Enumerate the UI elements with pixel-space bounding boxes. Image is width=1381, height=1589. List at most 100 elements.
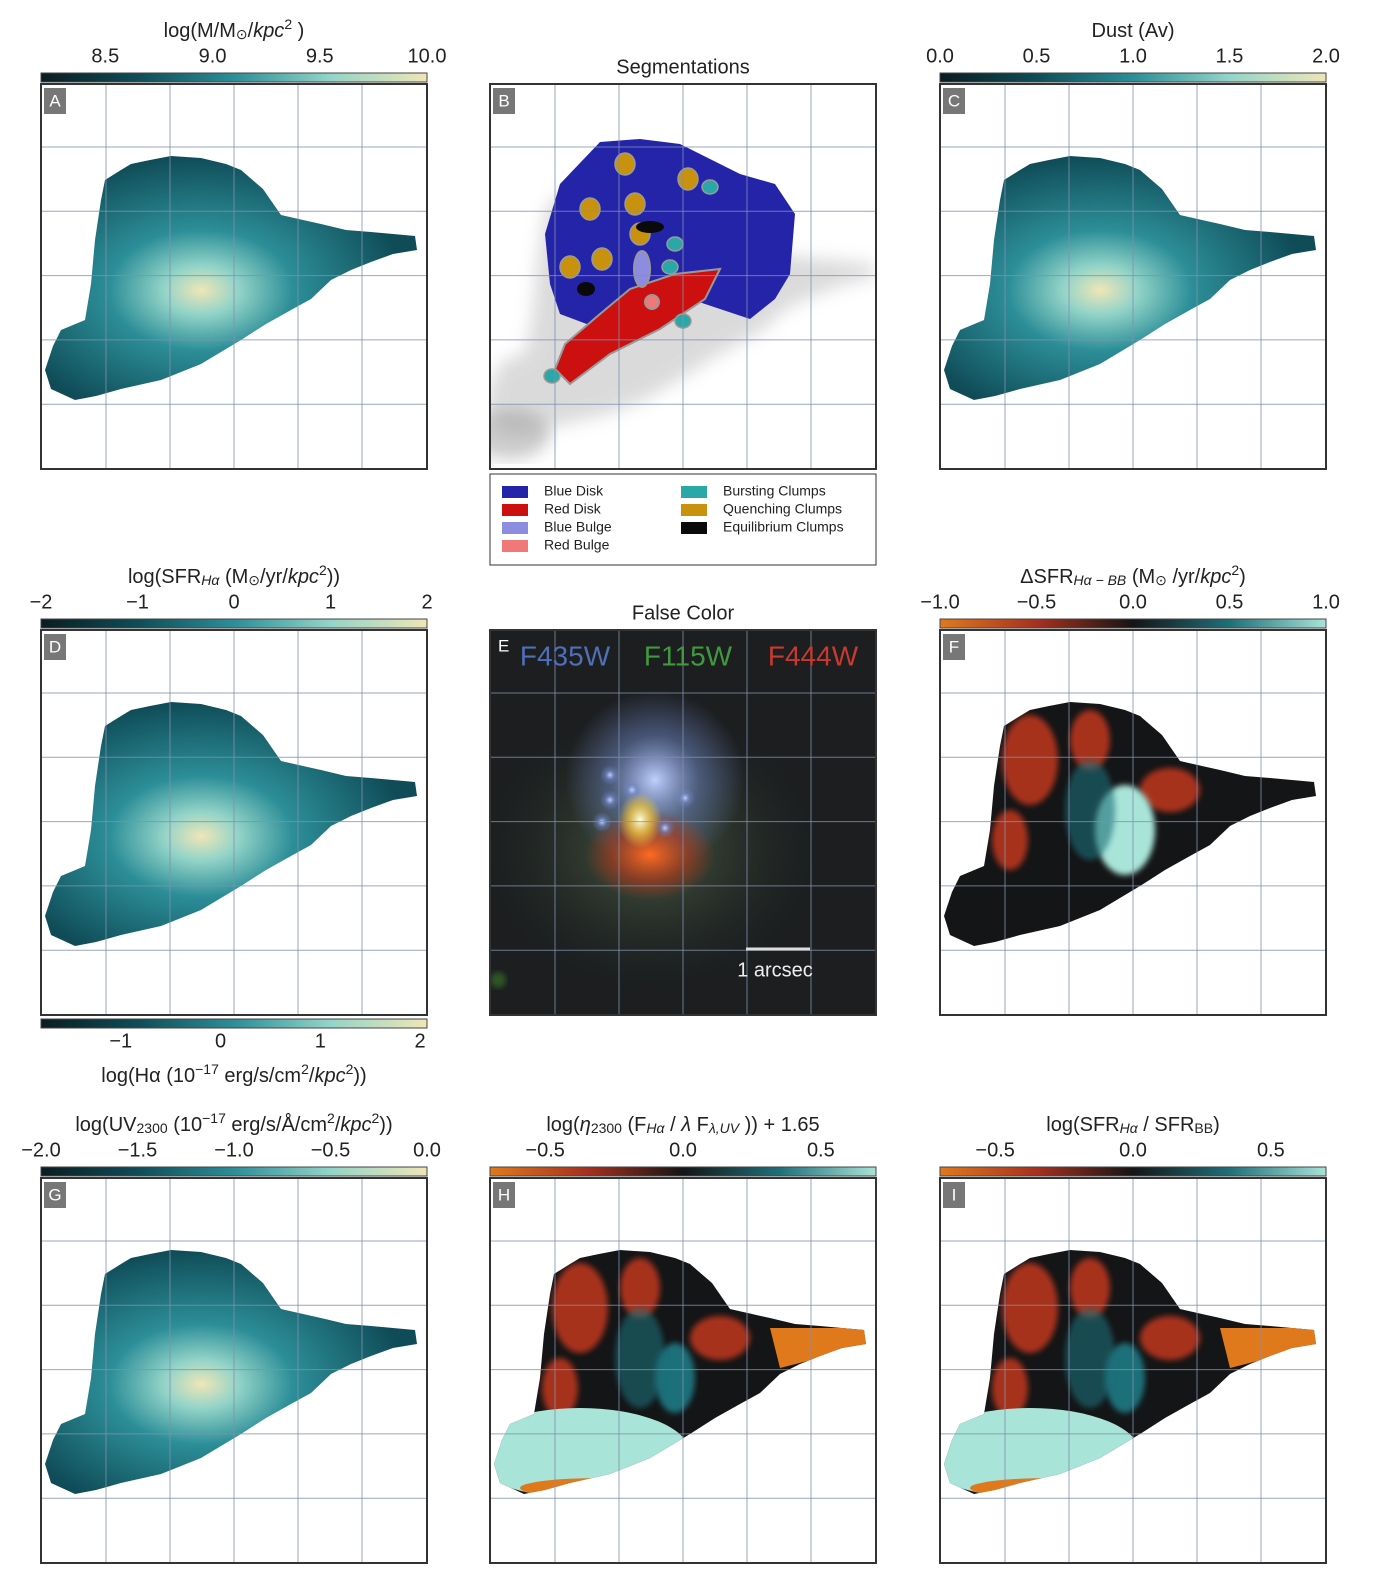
- legend-swatch: [502, 486, 528, 498]
- bursting-clump: [666, 236, 684, 252]
- title-part: kpc: [340, 1114, 371, 1136]
- panel-image: [45, 702, 417, 946]
- title-part: ⊙: [236, 26, 248, 42]
- legend-label: Bursting Clumps: [723, 483, 826, 499]
- bursting-clump: [661, 259, 679, 275]
- title-part: F: [691, 1114, 709, 1136]
- panel-frame: [40, 629, 428, 1016]
- title-part: )): [353, 1065, 366, 1087]
- panel-letter-box: [493, 88, 515, 114]
- title-part: ): [292, 20, 304, 42]
- colorbar-tick-label: −0.5: [311, 1139, 350, 1161]
- colorbar-tick-label: 0: [215, 1030, 226, 1052]
- title-part: Hα − BB: [1074, 572, 1127, 588]
- legend-swatch: [502, 522, 528, 534]
- title-part: η: [580, 1114, 591, 1136]
- panel-frame: [939, 83, 1327, 470]
- panel-letter-box: [44, 1182, 66, 1208]
- map-patch: [970, 1478, 1130, 1494]
- title-part: Hα: [1120, 1120, 1139, 1136]
- colorbar-tick-label: −0.5: [525, 1139, 564, 1161]
- colorbar-title: log(SFRHα (M⊙/yr/kpc2)): [128, 562, 340, 588]
- title-part: 2: [372, 1110, 380, 1126]
- title-part: kpc: [314, 1065, 345, 1087]
- map-patch: [992, 1358, 1028, 1418]
- halo: [490, 409, 550, 459]
- title-part: )): [327, 566, 340, 588]
- title-part: kpc: [1200, 566, 1231, 588]
- title-part: kpc: [288, 566, 319, 588]
- legend-label: Red Disk: [544, 501, 602, 517]
- panel-image: [45, 1250, 417, 1494]
- colorbar-title: log(η2300 (FHα / λ Fλ,UV )) + 1.65: [546, 1114, 819, 1136]
- title-part: 2300: [137, 1120, 168, 1136]
- source: [490, 972, 506, 988]
- title-part: log(SFR: [128, 566, 201, 588]
- map-patch: [620, 1258, 660, 1318]
- panel-letter: D: [49, 637, 61, 656]
- title-part: (M: [1126, 566, 1155, 588]
- band-label: F444W: [768, 640, 859, 671]
- title-part: log(Hα (10: [101, 1065, 195, 1087]
- colorbar-tick-label: 0.0: [1119, 591, 1147, 613]
- map-patch: [1002, 715, 1058, 805]
- colorbar-tick-label: 0.5: [1216, 591, 1244, 613]
- panel-frame: [939, 1177, 1327, 1564]
- colorbar: [939, 72, 1327, 83]
- colorbar-tick-label: 9.5: [306, 45, 334, 67]
- panel-letter: I: [952, 1185, 957, 1204]
- panel-frame: [489, 83, 877, 470]
- colorbar-title: Dust (Av): [1092, 20, 1175, 42]
- scalebar-label: 1 arcsec: [737, 959, 813, 981]
- map: [944, 1250, 1316, 1494]
- glow: [618, 792, 662, 848]
- panel-letter: C: [948, 91, 960, 110]
- title-part: ): [1239, 566, 1246, 588]
- panel-letter: E: [498, 636, 509, 655]
- map-patch: [1220, 1328, 1316, 1368]
- quenching-clump: [614, 152, 636, 176]
- legend-swatch: [681, 486, 707, 498]
- panel-title: False Color: [632, 602, 735, 624]
- colorbar-title: log(Hα (10−17 erg/s/cm2/kpc2)): [101, 1061, 366, 1087]
- quenching-clump: [579, 197, 601, 221]
- map-patch: [690, 1316, 750, 1360]
- title-part: −17: [195, 1061, 219, 1077]
- blue-disk: [545, 139, 795, 329]
- title-part: /: [335, 1114, 341, 1136]
- colorbar-tick-label: 1: [325, 591, 336, 613]
- colorbar-tick-label: −1.5: [118, 1139, 157, 1161]
- colorbar: [40, 1166, 428, 1177]
- title-part: λ: [680, 1114, 691, 1136]
- title-part: )): [379, 1114, 392, 1136]
- band-label: F435W: [520, 640, 611, 671]
- title-part: Hα: [646, 1120, 665, 1136]
- colorbar-tick-label: 1.0: [1119, 45, 1147, 67]
- colorbar-tick-label: 2: [414, 1030, 425, 1052]
- legend-label: Red Bulge: [544, 537, 610, 553]
- panel-image: [490, 630, 876, 1015]
- title-part: (10: [168, 1114, 202, 1136]
- colorbar-tick-label: 0: [228, 591, 239, 613]
- panel-image: [944, 156, 1316, 400]
- map-patch: [1065, 760, 1115, 860]
- title-part: log(UV: [75, 1114, 137, 1136]
- colorbar-tick-label: −0.5: [975, 1139, 1014, 1161]
- panel: I: [939, 1177, 1327, 1564]
- map-patch: [1140, 1316, 1200, 1360]
- title-part: ⊙: [248, 572, 260, 588]
- panel: E F435W F115W F444W 1 arcsec: [489, 629, 877, 1016]
- legend-label: Blue Disk: [544, 483, 604, 499]
- map: [45, 156, 417, 400]
- title-part: 2: [319, 562, 327, 578]
- colorbar-tick-label: −1: [126, 591, 149, 613]
- colorbar-tick-label: 0.5: [1023, 45, 1051, 67]
- title-part: / SFR: [1138, 1114, 1195, 1136]
- map-patch: [1002, 1263, 1058, 1353]
- red-bulge: [644, 294, 660, 310]
- title-part: /yr/: [1167, 566, 1201, 588]
- panel: D: [40, 629, 428, 1016]
- title-part: Hα: [201, 572, 220, 588]
- bursting-clump: [701, 179, 719, 195]
- title-part: /yr/: [260, 566, 288, 588]
